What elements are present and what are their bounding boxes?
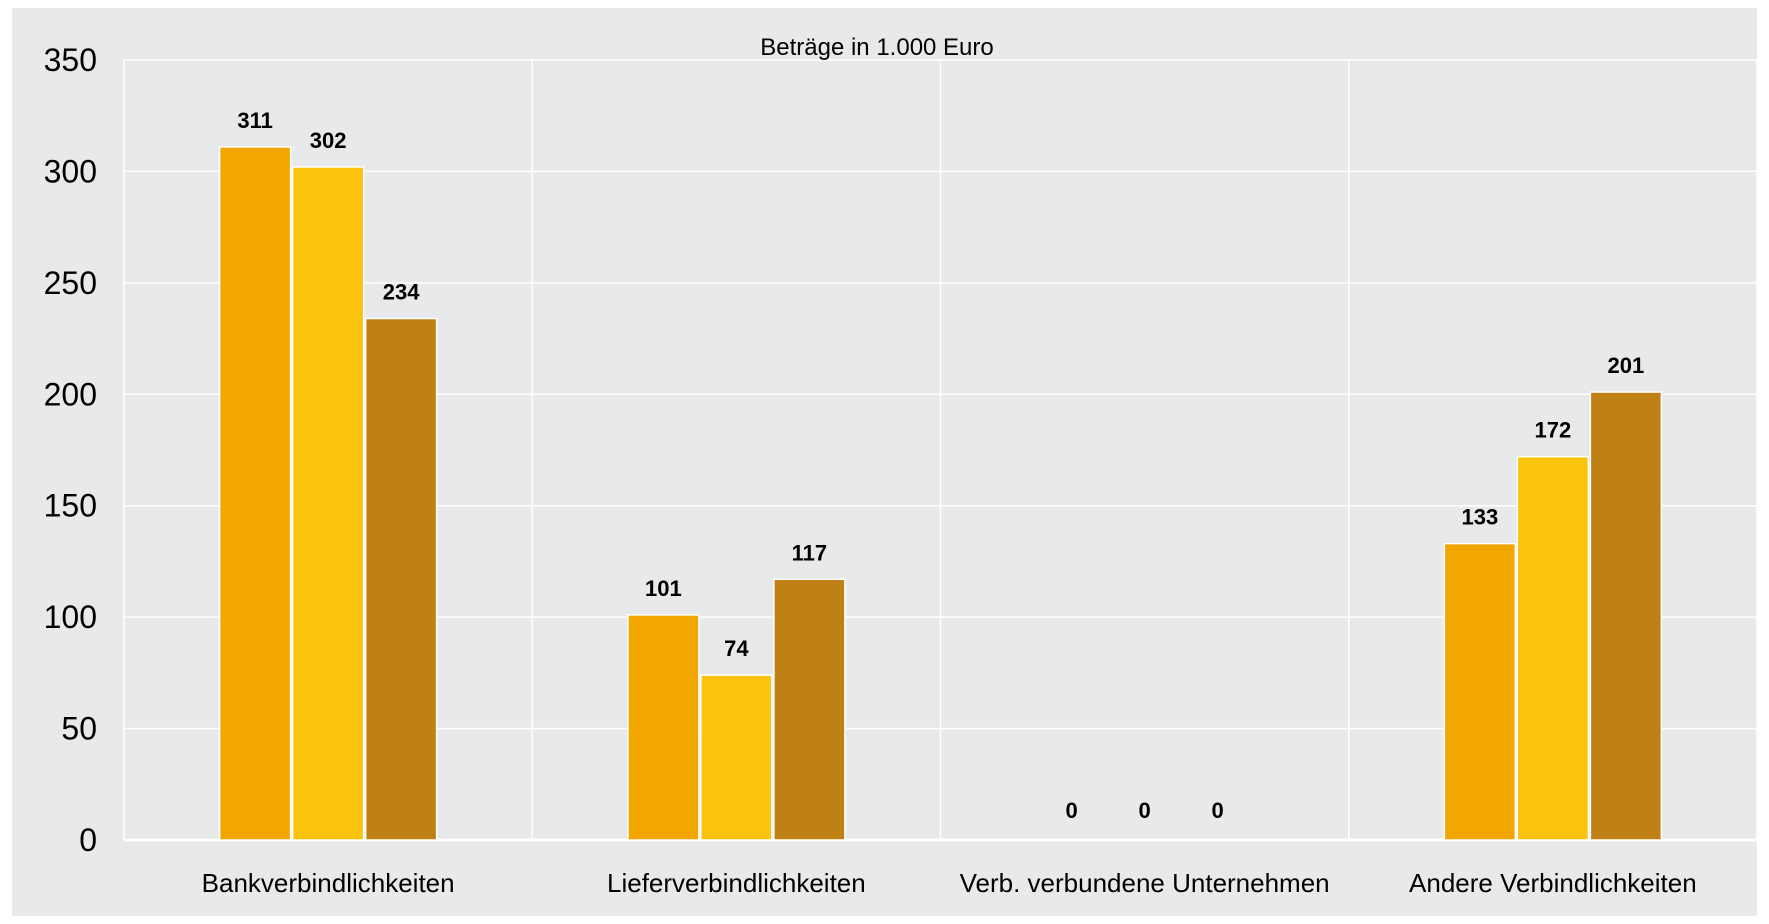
data-label: 172 <box>1535 418 1572 443</box>
bar <box>700 674 773 841</box>
x-category-label: Bankverbindlichkeiten <box>202 868 455 898</box>
data-label: 117 <box>792 540 828 565</box>
data-label: 0 <box>1212 798 1224 823</box>
x-category-label: Verb. verbundene Unternehmen <box>960 868 1330 898</box>
bar <box>1443 542 1517 841</box>
bar <box>1516 455 1590 841</box>
bar <box>627 614 700 841</box>
bar <box>364 317 438 841</box>
chart-subtitle: Beträge in 1.000 Euro <box>760 34 994 61</box>
y-tick-label: 350 <box>44 42 97 78</box>
y-axis-ticks: 0 50 100 150 200 250 300 350 <box>44 42 97 858</box>
y-tick-label: 100 <box>44 599 97 635</box>
data-label: 311 <box>237 108 273 133</box>
bar <box>291 166 365 841</box>
data-labels: 311 302 234 101 74 117 0 0 0 133 172 201 <box>237 108 1644 823</box>
data-label: 234 <box>383 280 420 305</box>
bars <box>218 146 1663 841</box>
y-tick-label: 300 <box>44 153 97 189</box>
x-category-label: Andere Verbindlichkeiten <box>1409 868 1697 898</box>
x-axis-categories: Bankverbindlichkeiten Lieferverbindlichke… <box>202 868 1697 898</box>
data-label: 0 <box>1066 798 1078 823</box>
data-label: 201 <box>1608 353 1645 378</box>
bar <box>773 578 846 841</box>
data-label: 0 <box>1139 798 1151 823</box>
bar <box>1589 391 1663 841</box>
data-label: 133 <box>1462 505 1499 530</box>
y-tick-label: 0 <box>79 822 97 858</box>
y-tick-label: 250 <box>44 265 97 301</box>
y-tick-label: 150 <box>44 488 97 524</box>
data-label: 101 <box>645 576 682 601</box>
y-tick-label: 50 <box>61 711 97 747</box>
bar <box>218 146 292 841</box>
data-label: 74 <box>724 636 749 661</box>
y-tick-label: 200 <box>44 376 97 412</box>
data-label: 302 <box>310 128 347 153</box>
x-category-label: Lieferverbindlichkeiten <box>607 868 866 898</box>
